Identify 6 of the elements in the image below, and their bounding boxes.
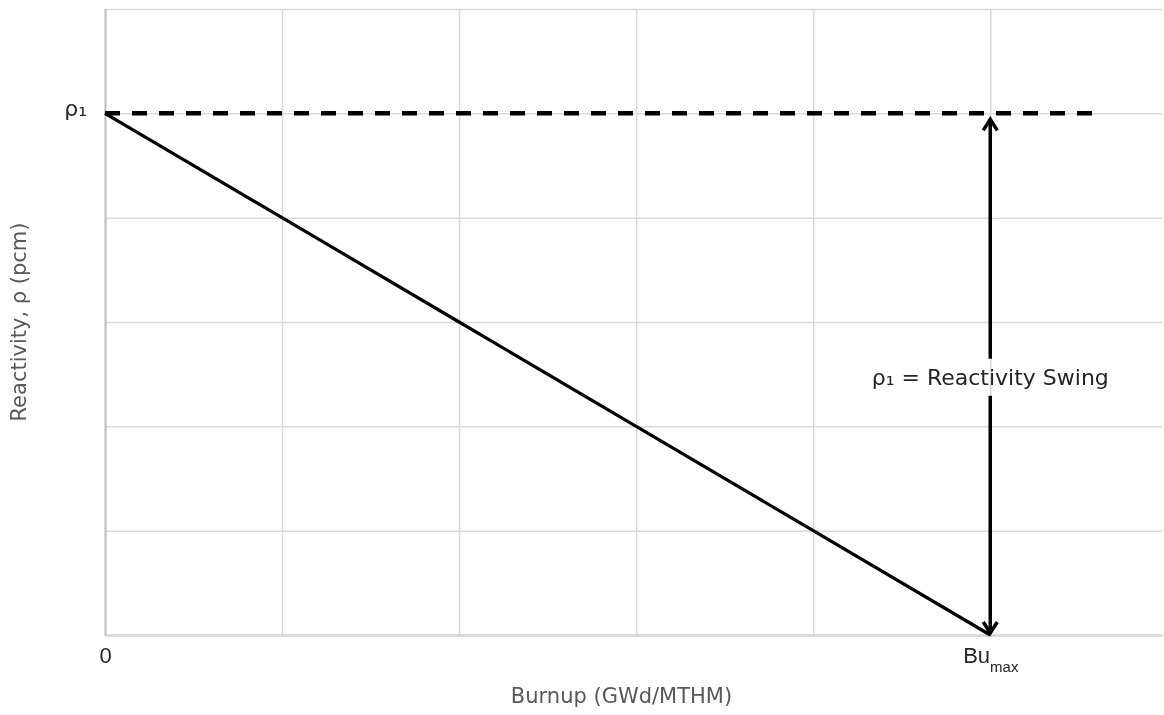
ref-line-label: ρ₁ [64, 95, 87, 121]
x-axis-title: Burnup (GWd/MTHM) [510, 684, 733, 708]
x-tick-label: Bu$_{max}$ [963, 642, 1019, 675]
x-tick-label: 0 [99, 642, 112, 668]
y-axis-title: Reactivity, ρ (pcm) [7, 222, 31, 422]
annotation: ρ₁ = Reactivity Swing [871, 364, 1109, 390]
